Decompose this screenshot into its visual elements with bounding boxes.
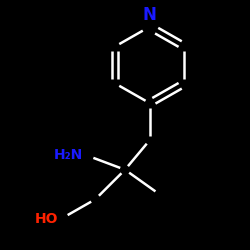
Text: H₂N: H₂N (54, 148, 83, 162)
Text: HO: HO (35, 212, 58, 226)
Text: N: N (143, 6, 157, 24)
